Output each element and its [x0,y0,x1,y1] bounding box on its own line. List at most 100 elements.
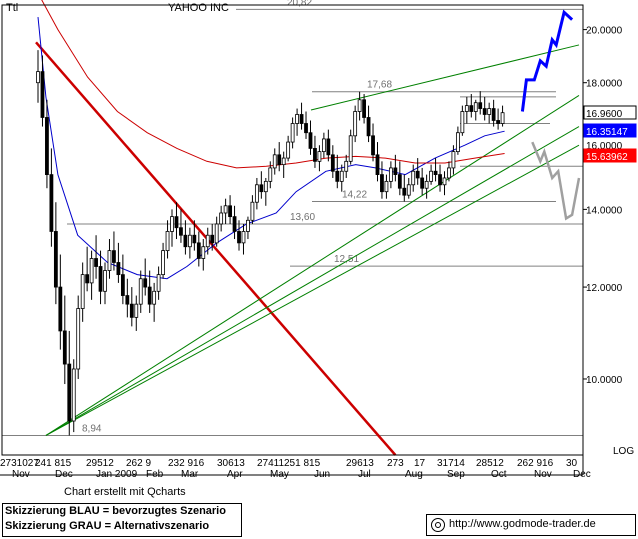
candle-body [380,174,384,193]
candle-body [384,180,389,193]
candle-body [156,274,161,292]
candle-body [143,278,148,288]
candle-body [500,112,505,124]
x-day-label: 29613 [346,458,374,469]
candle-body [357,99,362,112]
level-label: 17,68 [367,80,392,91]
chart-credit: Chart erstellt mit Qcharts [64,486,186,498]
candle-body [442,177,447,186]
scenario-legend: Skizzierung BLAU = bevorzugtes Szenario … [2,503,242,537]
x-month-label: Dec [573,469,591,480]
candle-body [286,141,291,159]
candle-body [36,71,40,84]
candle-body [214,223,219,244]
x-month-label: Jun [314,469,330,480]
x-month-label: Nov [12,469,30,480]
legend-gray: Skizzierung GRAU = Alternativszenario [5,520,210,532]
globe-icon [431,518,445,532]
candle-body [250,201,255,221]
candle-body [53,231,58,288]
candle-body [228,205,232,218]
x-day-label: 30 [566,458,578,469]
level-label: 12,51 [334,254,359,265]
candle-body [313,148,317,162]
trendline [35,41,397,456]
price-tag-label: 16.35147 [586,127,628,138]
candle-body [98,266,103,292]
price-tag [583,105,637,120]
candle-body [116,262,121,276]
candle-body [103,270,107,292]
candle-body [344,160,349,172]
log-scale-label: LOG [613,446,635,457]
x-month-label: Apr [227,469,243,480]
candle-body [335,170,340,182]
moving-average-line [41,0,505,169]
candle-body [455,132,460,153]
candle-body [482,108,487,115]
candle-body [40,71,45,118]
candle-body [272,154,277,169]
candle-body [268,167,273,182]
x-day-label: 27411 [257,458,285,469]
candle-body [179,227,183,236]
x-month-label: Feb [146,469,164,480]
candle-body [241,231,246,244]
x-day-label: 262 9 [126,458,151,469]
candle-body [205,234,210,248]
candle-body [281,157,286,166]
x-day-label: 273 [387,458,404,469]
candle-body [415,170,420,179]
x-month-label: May [270,469,289,480]
candle-body [232,216,237,232]
scenarios [520,9,581,221]
price-tag-label: 16.9600 [586,109,623,120]
level-label: 13,60 [290,212,315,223]
x-month-label: Dec [55,469,73,480]
candle-body [406,184,411,196]
candle-body [71,368,76,422]
candle-body [326,138,331,156]
candle-body [402,187,407,196]
candle-body [321,138,326,153]
candle-body [429,170,433,182]
candle-body [45,117,49,176]
candle-body [67,363,72,422]
candle-body [246,219,250,232]
candle-body [192,234,197,244]
candle-body [85,274,90,284]
candle-body [487,108,492,115]
symbol-label: Ttl [6,2,19,14]
x-month-label: Oct [491,469,507,480]
y-tick-label: 12.0000 [586,283,623,294]
trendline [45,95,580,436]
candle-body [290,123,295,143]
price-tag-label: 15.63962 [586,152,628,163]
candle-body [129,303,134,318]
candle-body [125,295,130,305]
candle-body [237,231,241,244]
candle-body [183,234,188,248]
candle-body [317,151,322,162]
y-tick-label: 14.0000 [586,205,623,216]
y-tick-label: 20.0000 [586,26,623,37]
candle-body [420,177,425,189]
candle-body [196,242,201,259]
candle-body [339,170,344,182]
x-day-label: 29512 [86,458,114,469]
level-label: 20,82 [287,0,312,8]
website-box[interactable]: http://www.godmode-trader.de [426,514,636,536]
candle-body [397,174,402,189]
website-link[interactable]: http://www.godmode-trader.de [449,518,596,530]
price-tag-label: 16.0000 [586,141,623,152]
x-month-label: Jan 2009 [96,469,138,480]
candle-body [375,154,380,176]
candle-body [76,308,81,370]
candle-body [393,167,398,176]
candle-body [371,135,375,156]
candle-body [304,123,308,134]
candle-body [201,246,206,259]
candle-body [161,250,165,276]
candle-body [308,132,313,149]
